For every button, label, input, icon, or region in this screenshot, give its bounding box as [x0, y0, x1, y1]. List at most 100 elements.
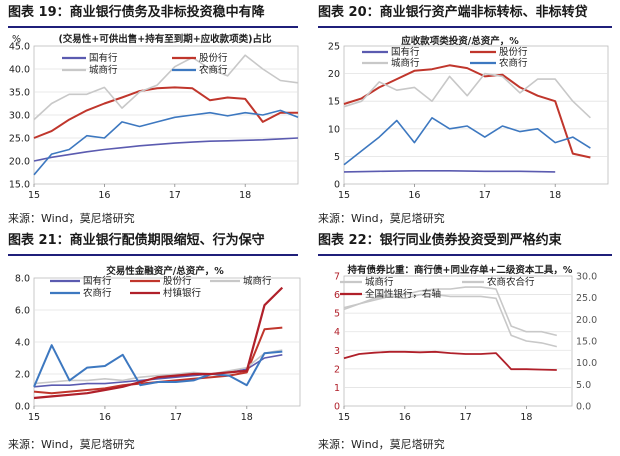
y-tick-label: 20.0 — [9, 157, 30, 168]
y2-tick-label: 25.0 — [576, 293, 597, 304]
series-line — [33, 344, 283, 388]
legend-label: 农商农合行 — [487, 276, 535, 288]
y-tick-label: 6 — [334, 290, 340, 301]
y2-tick-label: 20.0 — [576, 315, 597, 326]
series-line — [33, 109, 299, 176]
chart-receivables-share: 0 5 10 15 20 25 15 16 17 18 应收款项类投资/总资产，%国有行 股份行城商行… — [328, 35, 609, 201]
legend-label: 农商行 — [199, 64, 228, 76]
title-rule — [8, 26, 298, 28]
y2-tick-label: 30.0 — [576, 272, 597, 283]
figure-title: 图表 22：银行同业债券投资受到严格约束 — [318, 233, 562, 248]
series-line — [33, 349, 283, 385]
chart-title: 交易性金融资产/总资产，% — [106, 265, 224, 277]
legend-label: 股份行 — [499, 46, 528, 58]
legend-label: 城商行 — [243, 275, 272, 287]
x-tick-label: 15 — [338, 190, 350, 201]
x-tick-label: 17 — [460, 412, 472, 423]
source-note: 来源：Wind，莫尼塔研究 — [318, 212, 445, 225]
y-axis-unit: % — [12, 34, 21, 45]
plot-frame — [343, 275, 573, 407]
y-tick-label: 25.0 — [9, 134, 30, 145]
series-line — [343, 350, 557, 371]
x-tick-label: 16 — [399, 412, 411, 423]
chart-bank-debt-share: 15.0 20.0 25.0 30.0 35.0 40.0 45.0 15 16 17 18% (交易… — [9, 33, 299, 201]
x-tick-label: 15 — [28, 412, 40, 423]
x-tick-label: 17 — [169, 190, 181, 201]
y2-tick-label: 0.0 — [576, 402, 591, 413]
y-tick-label: 35.0 — [9, 88, 30, 99]
x-tick-label: 18 — [239, 190, 251, 201]
y-tick-label: 2.0 — [15, 370, 30, 381]
series-line — [343, 293, 557, 348]
series-line — [343, 72, 591, 119]
x-tick-label: 17 — [479, 190, 491, 201]
x-tick-label: 15 — [28, 190, 40, 201]
title-rule — [8, 254, 298, 256]
source-note: 来源：Wind，莫尼塔研究 — [8, 438, 135, 451]
y-tick-label: 8.0 — [15, 274, 30, 285]
figure-title: 图表 19：商业银行债务及非标投资稳中有降 — [8, 5, 265, 20]
series-line — [343, 170, 556, 173]
legend-label: 村镇银行 — [163, 287, 202, 299]
y-tick-label: 20 — [328, 69, 340, 80]
y-tick-label: 1 — [334, 383, 340, 394]
y-tick-label: 6.0 — [15, 306, 30, 317]
y-tick-label: 7 — [334, 272, 340, 283]
x-tick-label: 16 — [99, 412, 111, 423]
y-tick-label: 40.0 — [9, 65, 30, 76]
figure-title: 图表 20：商业银行资产端非标转标、非标转贷 — [318, 5, 588, 20]
legend-label: 股份行 — [199, 52, 228, 64]
y-tick-label: 15 — [328, 97, 340, 108]
chart-title: 持有债券比重：商行债+同业存单+二级资本工具，% — [348, 264, 573, 276]
y2-tick-label: 15.0 — [576, 337, 597, 348]
legend-label: 农商行 — [83, 287, 112, 299]
legend-label: 全国性银行，右轴 — [365, 288, 441, 300]
y-tick-label: 3 — [334, 346, 340, 357]
y-tick-label: 4 — [334, 327, 340, 338]
y-tick-label: 10 — [328, 124, 340, 135]
legend-label: 农商行 — [499, 57, 528, 69]
y-tick-label: 25 — [328, 42, 340, 53]
title-rule — [318, 254, 612, 256]
y2-tick-label: 10.0 — [576, 358, 597, 369]
legend-label: 股份行 — [163, 275, 192, 287]
legend-label: 国有行 — [83, 275, 112, 287]
series-line — [33, 286, 284, 400]
x-tick-label: 18 — [241, 412, 253, 423]
y-tick-label: 45.0 — [9, 42, 30, 53]
y-tick-label: 30.0 — [9, 111, 30, 122]
legend-label: 城商行 — [89, 64, 118, 76]
x-tick-label: 18 — [549, 190, 561, 201]
legend-label: 城商行 — [391, 57, 420, 69]
y-tick-label: 0.0 — [15, 402, 30, 413]
series-line — [33, 54, 299, 121]
series-line — [343, 117, 591, 166]
x-tick-label: 18 — [520, 412, 532, 423]
series-line — [343, 286, 557, 337]
y-tick-label: 0 — [334, 180, 340, 191]
chart-trading-assets-share: 0.0 2.0 4.0 6.0 8.0 15 16 17 18 交易性金融资产/总资产，%国有行 股… — [15, 265, 301, 423]
legend-label: 国有行 — [89, 52, 118, 64]
figure-title: 图表 21：商业银行配债期限缩短、行为保守 — [8, 233, 265, 248]
plot-frame — [343, 45, 609, 185]
chart-title: 应收款项类投资/总资产，% — [401, 35, 519, 47]
y-tick-label: 5 — [334, 152, 340, 163]
y2-tick-label: 5.0 — [576, 380, 591, 391]
y-tick-label: 15.0 — [9, 180, 30, 191]
y-tick-label: 0 — [334, 402, 340, 413]
x-tick-label: 15 — [338, 412, 350, 423]
series-line — [33, 137, 299, 162]
source-note: 来源：Wind，莫尼塔研究 — [8, 212, 135, 225]
x-tick-label: 16 — [408, 190, 420, 201]
y-tick-label: 2 — [334, 364, 340, 375]
chart-title: (交易性+可供出售+持有至到期+应收款项类)占比 — [58, 33, 272, 45]
legend-label: 城商行 — [365, 276, 394, 288]
legend-label: 国有行 — [391, 46, 420, 58]
chart-interbank-bond-share: 0 1 2 3 4 5 6 7 0.0 5.0 10.0 15.0 20.0 25.0 30.0 15 16 17… — [334, 264, 597, 423]
source-note: 来源：Wind，莫尼塔研究 — [318, 438, 445, 451]
series-line — [33, 86, 298, 139]
title-rule — [318, 26, 612, 28]
y-tick-label: 4.0 — [15, 338, 30, 349]
x-tick-label: 17 — [170, 412, 182, 423]
y-tick-label: 5 — [334, 309, 340, 320]
